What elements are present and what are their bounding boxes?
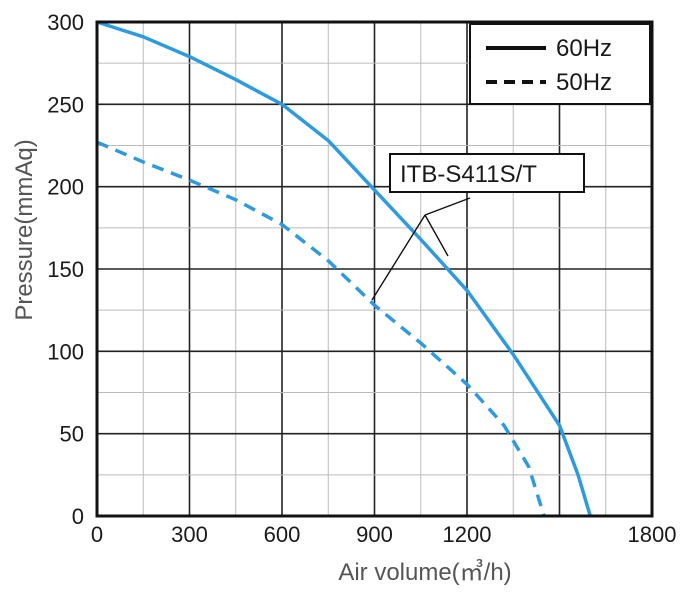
y-tick-label: 200	[47, 175, 84, 200]
y-axis-title: Pressure(mmAq)	[11, 139, 38, 320]
y-tick-label: 100	[47, 339, 84, 364]
callout-box	[389, 153, 585, 193]
x-axis-title: Air volume(㎥/h)	[338, 559, 511, 586]
legend-label-50hz: 50Hz	[556, 69, 612, 96]
legend-label-60hz: 60Hz	[556, 35, 612, 62]
y-axis-ticks: 0 50 100 150 200 250 300	[47, 10, 84, 529]
series-line-60hz	[96, 20, 592, 517]
callout-leader-to-box	[424, 197, 471, 216]
plot-frame	[95, 20, 654, 518]
x-tick-label: 0	[91, 522, 103, 547]
x-tick-label: 1800	[628, 522, 677, 547]
y-tick-label: 300	[47, 10, 84, 35]
x-axis-ticks: 0 300 600 900 1200 1800	[91, 522, 677, 547]
callout-leader-50hz	[371, 214, 426, 301]
x-tick-label: 1200	[443, 522, 492, 547]
legend-box	[469, 23, 651, 105]
callout-leader-60hz	[424, 214, 449, 257]
y-tick-label: 50	[60, 422, 84, 447]
callout-label: ITB-S411S/T	[400, 161, 537, 188]
x-tick-label: 300	[171, 522, 208, 547]
x-tick-label: 600	[264, 522, 301, 547]
x-tick-label: 900	[356, 522, 393, 547]
legend: 60Hz 50Hz	[469, 23, 651, 105]
y-tick-label: 250	[47, 92, 84, 117]
model-callout: ITB-S411S/T	[371, 153, 585, 301]
y-tick-label: 0	[72, 504, 84, 529]
series-line-50hz	[96, 140, 546, 517]
y-tick-label: 150	[47, 257, 84, 282]
series-lines	[96, 20, 592, 517]
